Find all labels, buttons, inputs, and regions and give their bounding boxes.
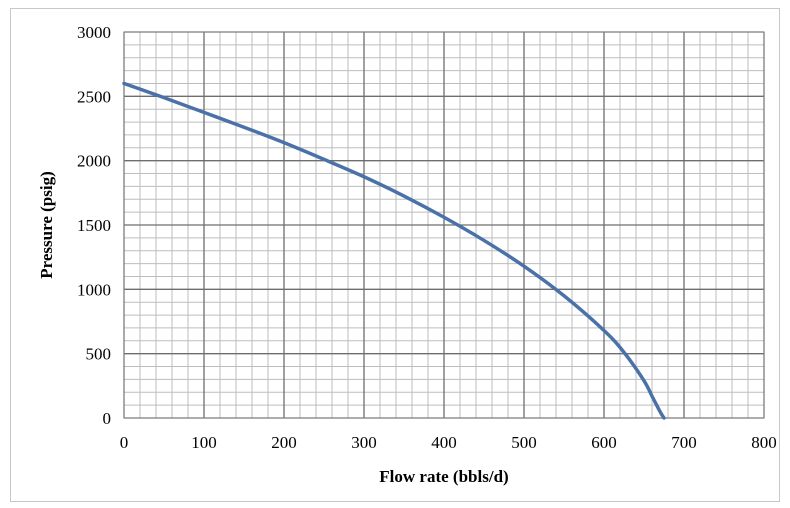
x-tick-label: 700	[671, 433, 697, 452]
x-tick-label: 800	[751, 433, 777, 452]
y-tick-label: 2000	[77, 152, 111, 171]
y-tick-label: 1000	[77, 280, 111, 299]
y-tick-label: 2500	[77, 87, 111, 106]
y-tick-label: 3000	[77, 23, 111, 42]
y-axis-title: Pressure (psig)	[37, 171, 56, 279]
x-tick-label: 0	[120, 433, 129, 452]
x-tick-label: 600	[591, 433, 617, 452]
x-tick-label: 300	[351, 433, 377, 452]
y-tick-label: 0	[103, 409, 112, 428]
x-axis-title: Flow rate (bbls/d)	[379, 467, 508, 486]
x-tick-label: 100	[191, 433, 217, 452]
series-layer	[122, 81, 666, 420]
x-tick-label: 500	[511, 433, 537, 452]
plot-area-border	[123, 31, 765, 419]
x-tick-label: 400	[431, 433, 457, 452]
x-tick-labels: 0 100 200 300 400 500 600 700 800	[120, 433, 777, 452]
series-line-0	[122, 81, 666, 420]
y-tick-label: 500	[86, 345, 112, 364]
y-tick-labels: 0 500 1000 1500 2000 2500 3000	[77, 23, 111, 428]
x-tick-label: 200	[271, 433, 297, 452]
y-tick-label: 1500	[77, 216, 111, 235]
